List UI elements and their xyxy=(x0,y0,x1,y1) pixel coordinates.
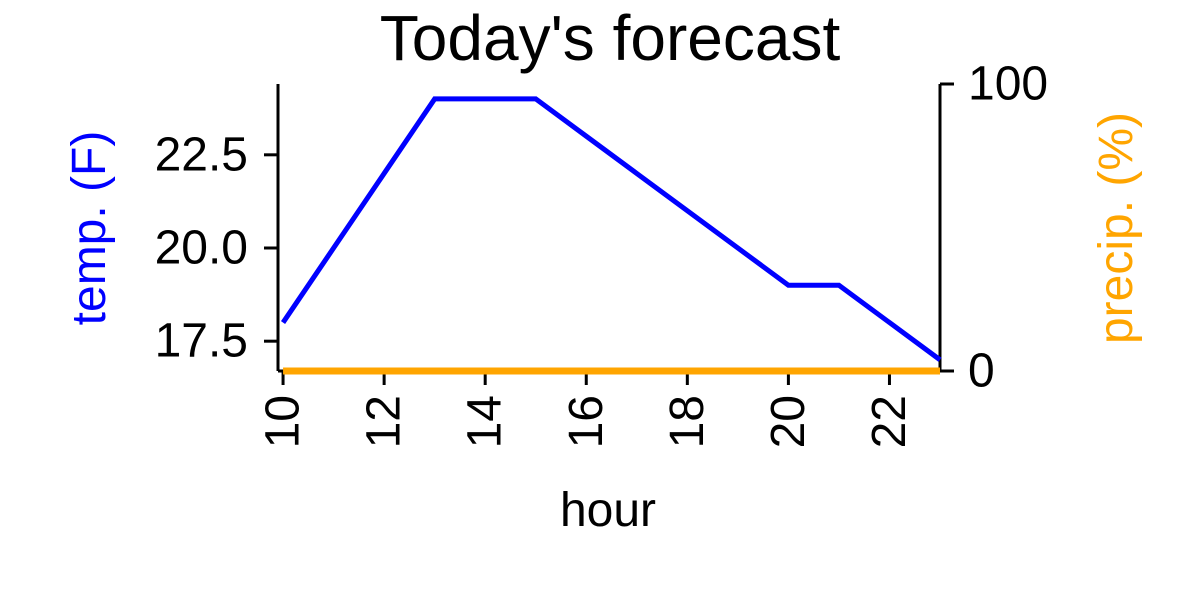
ticks: 10 12 14 16 18 20 22 17.5 20.0 22.5 0 100 xyxy=(155,58,1049,449)
axes xyxy=(276,84,942,373)
y-left-tick-label: 22.5 xyxy=(155,128,248,181)
y-axis-right-label: precip. (%) xyxy=(1090,112,1143,344)
x-tick-label: 10 xyxy=(257,395,310,448)
x-tick-label: 14 xyxy=(459,395,512,448)
x-tick-label: 12 xyxy=(358,395,411,448)
y-axis-left-label: temp. (F) xyxy=(63,131,116,326)
x-tick-label: 20 xyxy=(762,395,815,448)
y-left-tick-label: 20.0 xyxy=(155,222,248,275)
y-right-tick-label: 0 xyxy=(968,345,995,398)
y-right-tick-label: 100 xyxy=(968,58,1048,111)
x-axis-label: hour xyxy=(560,484,656,537)
temp-series-line xyxy=(280,96,942,362)
x-tick-label: 16 xyxy=(560,395,613,448)
x-tick-label: 22 xyxy=(863,395,916,448)
chart-title: Today's forecast xyxy=(380,2,841,74)
x-tick-label: 18 xyxy=(661,395,714,448)
y-left-tick-label: 17.5 xyxy=(155,315,248,368)
series xyxy=(280,96,942,375)
